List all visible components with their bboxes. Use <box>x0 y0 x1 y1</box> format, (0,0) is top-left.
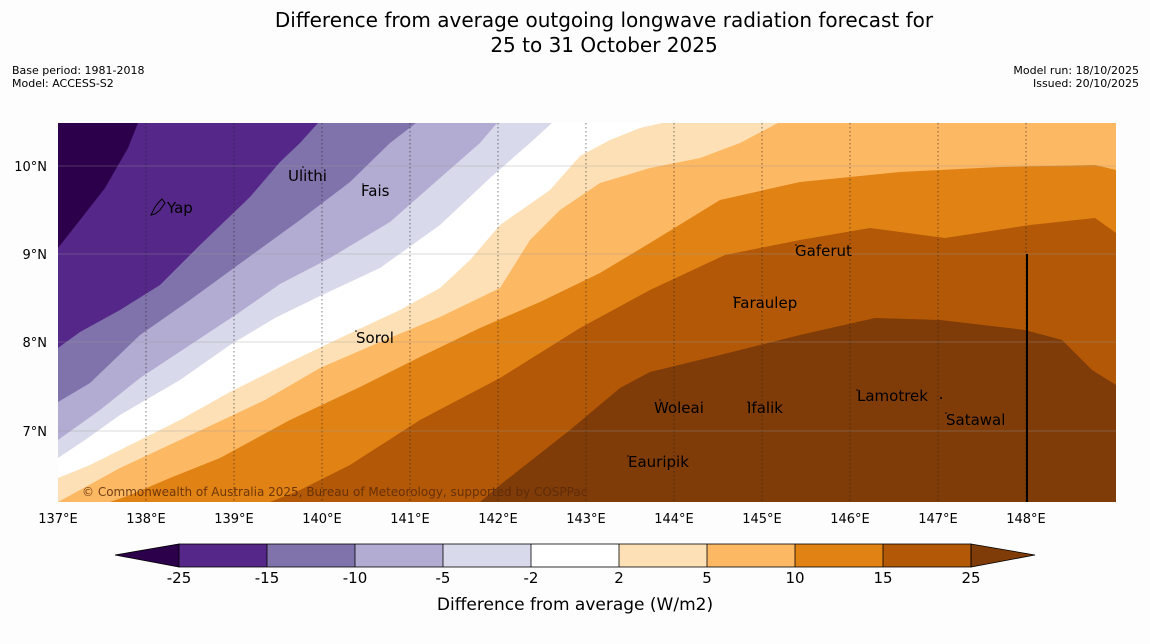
colorbar-tick: 10 <box>785 569 804 587</box>
lon-tick: 146°E <box>830 512 870 527</box>
label-woleai: Woleai <box>654 399 704 417</box>
colorbar-tick: -2 <box>524 569 539 587</box>
label-faraulep: Faraulep <box>733 294 797 312</box>
lat-tick: 9°N <box>23 248 48 263</box>
label-yap: Yap <box>166 199 193 217</box>
colorbar-tick: 2 <box>614 569 624 587</box>
lon-tick: 144°E <box>654 512 694 527</box>
colorbar-segment <box>531 544 619 567</box>
place-markers <box>302 166 947 457</box>
label-ifalik: Ifalik <box>747 399 783 417</box>
latitude-lines <box>58 165 1116 432</box>
model-name: Model: ACCESS-S2 <box>12 77 114 90</box>
title-line-2: 25 to 31 October 2025 <box>490 33 718 57</box>
label-fais: Fais <box>361 182 390 200</box>
chart-title: Difference from average outgoing longwav… <box>0 8 1150 58</box>
lon-tick: 140°E <box>302 512 342 527</box>
colorbar-extend-low <box>114 543 180 568</box>
band-below-minus25 <box>58 123 138 248</box>
colorbar-segment <box>707 544 795 567</box>
lon-tick: 148°E <box>1006 512 1046 527</box>
lat-tick: 10°N <box>14 160 47 175</box>
label-gaferut: Gaferut <box>795 242 852 260</box>
longitude-tick-labels: 137°E 138°E 139°E 140°E 141°E 142°E 143°… <box>38 512 1046 527</box>
latitude-tick-labels: 10°N 9°N 8°N 7°N <box>14 160 47 440</box>
lon-tick: 143°E <box>566 512 606 527</box>
lon-tick: 138°E <box>126 512 166 527</box>
lon-tick: 139°E <box>214 512 254 527</box>
colorbar: -25 -15 -10 -5 -2 2 5 10 15 25 Differenc… <box>114 543 1036 615</box>
band-minus25-to-minus15 <box>58 123 318 348</box>
title-line-1: Difference from average outgoing longwav… <box>274 8 934 32</box>
anomaly-field <box>58 123 1116 502</box>
colorbar-label: Difference from average (W/m2) <box>437 595 713 615</box>
lon-tick: 141°E <box>390 512 430 527</box>
lat-tick: 7°N <box>23 425 48 440</box>
colorbar-tick: -25 <box>167 569 192 587</box>
place-labels: Yap Ulithi Fais Gaferut Faraulep Sorol L… <box>166 167 1005 471</box>
label-ulithi: Ulithi <box>288 167 327 185</box>
lat-tick: 8°N <box>23 336 48 351</box>
model-run: Model run: 18/10/2025 <box>1013 64 1139 77</box>
colorbar-tick: -5 <box>436 569 451 587</box>
label-eauripik: Eauripik <box>628 453 689 471</box>
label-satawal: Satawal <box>946 411 1005 429</box>
colorbar-extend-high <box>970 543 1036 568</box>
lon-tick: 142°E <box>478 512 518 527</box>
colorbar-segment <box>355 544 443 567</box>
copyright-text: © Commonwealth of Australia 2025, Bureau… <box>82 485 587 499</box>
colorbar-tick: -10 <box>343 569 368 587</box>
yap-island-outline <box>150 198 166 216</box>
colorbar-segment <box>179 544 267 567</box>
colorbar-segment <box>619 544 707 567</box>
label-sorol: Sorol <box>356 329 394 347</box>
colorbar-tick: 5 <box>702 569 712 587</box>
colorbar-segment <box>883 544 971 567</box>
lon-tick: 147°E <box>918 512 958 527</box>
base-period: Base period: 1981-2018 <box>12 64 145 77</box>
colorbar-segment <box>267 544 355 567</box>
meta-right: Model run: 18/10/2025 Issued: 20/10/2025 <box>1013 64 1139 90</box>
colorbar-tick: 15 <box>873 569 892 587</box>
lon-tick: 145°E <box>742 512 782 527</box>
colorbar-tick: 25 <box>961 569 980 587</box>
lon-tick: 137°E <box>38 512 78 527</box>
colorbar-segment <box>795 544 883 567</box>
meta-left: Base period: 1981-2018 Model: ACCESS-S2 <box>12 64 144 90</box>
issued-date: Issued: 20/10/2025 <box>1032 77 1139 90</box>
colorbar-tick: -15 <box>255 569 280 587</box>
colorbar-segment <box>443 544 531 567</box>
label-lamotrek: Lamotrek <box>857 387 928 405</box>
